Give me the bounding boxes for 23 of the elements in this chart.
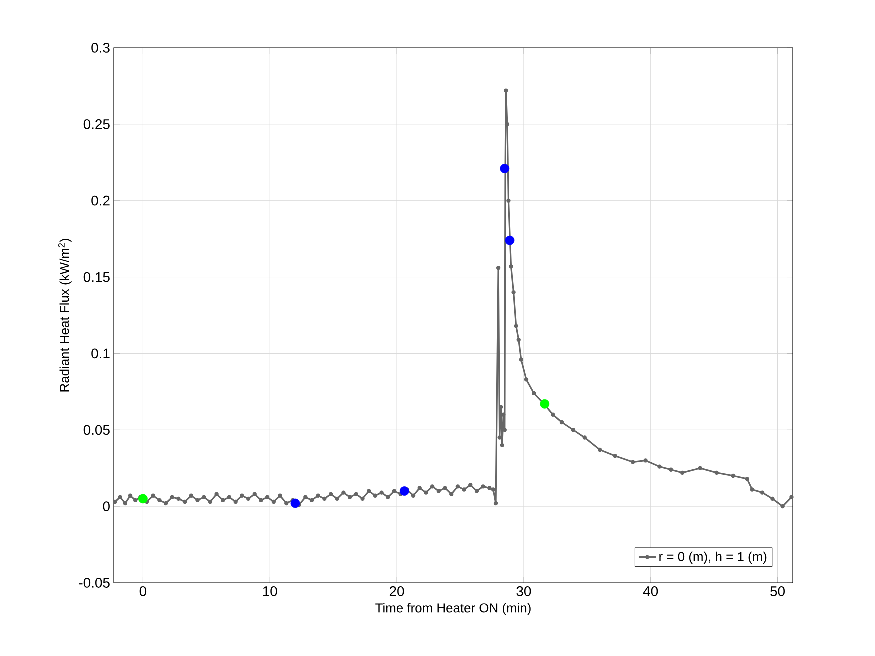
y-tick-label: 0.2 [92, 196, 110, 206]
point [505, 236, 515, 246]
x-tick-label: 50 [770, 586, 785, 596]
x-axis-title: Time from Heater ON (min) [376, 603, 531, 616]
x-tick-label: 40 [643, 586, 658, 596]
y-tick-label: 0.15 [84, 272, 110, 282]
point [138, 494, 148, 504]
y-axis-title: Radiant Heat Flux (kW/m$^{2}$) [58, 239, 72, 392]
legend-label: r = 0 (m), h = 1 (m) [660, 552, 767, 564]
point [400, 486, 410, 496]
y-tick-label: -0.05 [79, 578, 110, 588]
x-tick-label: 10 [263, 586, 278, 596]
x-tick-label: 20 [390, 586, 404, 596]
x-tick-label: 0 [140, 586, 147, 596]
y-tick-label: 0.3 [92, 43, 110, 53]
y-tick-label: 0.05 [84, 425, 110, 436]
x-tick-label: 30 [516, 586, 532, 596]
y-tick-label: 0.1 [92, 348, 110, 359]
y-tick-label: 0 [103, 502, 110, 512]
point [540, 399, 550, 409]
point [290, 498, 300, 508]
y-tick-label: 0.25 [84, 119, 110, 130]
point [500, 164, 510, 174]
